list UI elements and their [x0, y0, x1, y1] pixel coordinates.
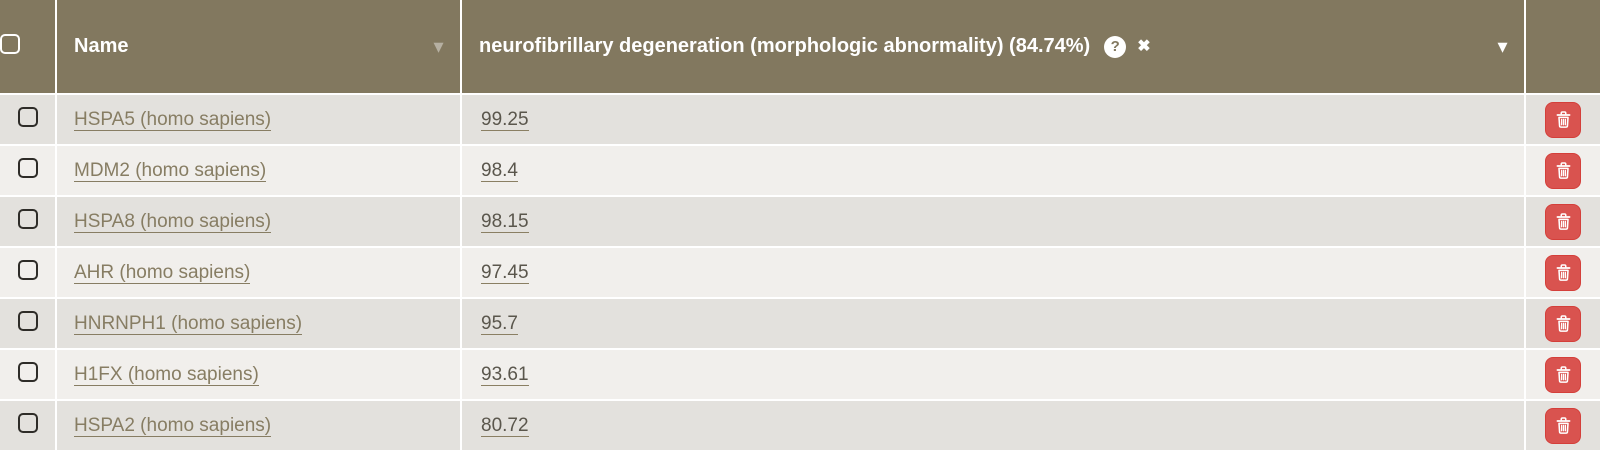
gene-link[interactable]: HSPA8 (homo sapiens): [74, 210, 272, 233]
table-row: HSPA2 (homo sapiens) 80.72: [0, 401, 1600, 450]
row-checkbox[interactable]: [17, 412, 38, 433]
select-all-header-cell: [0, 0, 55, 93]
metric-column-label: neurofibrillary degeneration (morphologi…: [479, 35, 1091, 57]
delete-button[interactable]: [1545, 254, 1581, 291]
row-checkbox[interactable]: [17, 310, 38, 331]
row-checkbox[interactable]: [17, 259, 38, 280]
table-row: HNRNPH1 (homo sapiens) 95.7: [0, 299, 1600, 348]
name-column-label: Name: [74, 35, 129, 57]
delete-button[interactable]: [1545, 101, 1581, 138]
score-link[interactable]: 95.7: [481, 312, 518, 335]
gene-link[interactable]: MDM2 (homo sapiens): [74, 159, 267, 182]
table-row: H1FX (homo sapiens) 93.61: [0, 350, 1600, 399]
delete-button[interactable]: [1545, 407, 1581, 444]
score-link[interactable]: 99.25: [481, 108, 529, 131]
row-checkbox[interactable]: [17, 106, 38, 127]
trash-icon: [1556, 213, 1570, 230]
header-row: Name ▼ neurofibrillary degeneration (mor…: [0, 0, 1600, 93]
trash-icon: [1556, 417, 1570, 434]
score-link[interactable]: 98.15: [481, 210, 529, 233]
help-icon[interactable]: ?: [1104, 35, 1127, 58]
gene-link[interactable]: HSPA2 (homo sapiens): [74, 414, 272, 437]
score-link[interactable]: 98.4: [481, 159, 518, 182]
delete-button[interactable]: [1545, 305, 1581, 342]
row-checkbox[interactable]: [17, 208, 38, 229]
delete-button[interactable]: [1545, 356, 1581, 393]
column-header-metric[interactable]: neurofibrillary degeneration (morphologi…: [462, 0, 1524, 93]
gene-link[interactable]: H1FX (homo sapiens): [74, 363, 259, 386]
trash-icon: [1556, 264, 1570, 281]
delete-button[interactable]: [1545, 152, 1581, 189]
table-row: AHR (homo sapiens) 97.45: [0, 248, 1600, 297]
remove-column-icon[interactable]: ✖: [1137, 37, 1151, 55]
actions-header-cell: [1526, 0, 1600, 93]
table-row: HSPA8 (homo sapiens) 98.15: [0, 197, 1600, 246]
sort-icon[interactable]: ▼: [430, 37, 447, 56]
gene-link[interactable]: HNRNPH1 (homo sapiens): [74, 312, 303, 335]
trash-icon: [1556, 162, 1570, 179]
gene-link[interactable]: HSPA5 (homo sapiens): [74, 108, 272, 131]
gene-link[interactable]: AHR (homo sapiens): [74, 261, 251, 284]
table-row: HSPA5 (homo sapiens) 99.25: [0, 95, 1600, 144]
row-checkbox[interactable]: [17, 361, 38, 382]
score-link[interactable]: 97.45: [481, 261, 529, 284]
select-all-checkbox[interactable]: [0, 33, 20, 54]
column-header-name[interactable]: Name ▼: [57, 0, 460, 93]
score-link[interactable]: 93.61: [481, 363, 529, 386]
table-row: MDM2 (homo sapiens) 98.4: [0, 146, 1600, 195]
delete-button[interactable]: [1545, 203, 1581, 240]
trash-icon: [1556, 366, 1570, 383]
trash-icon: [1556, 315, 1570, 332]
row-checkbox[interactable]: [17, 157, 38, 178]
score-link[interactable]: 80.72: [481, 414, 529, 437]
trash-icon: [1556, 111, 1570, 128]
sort-icon[interactable]: ▼: [1494, 37, 1511, 56]
